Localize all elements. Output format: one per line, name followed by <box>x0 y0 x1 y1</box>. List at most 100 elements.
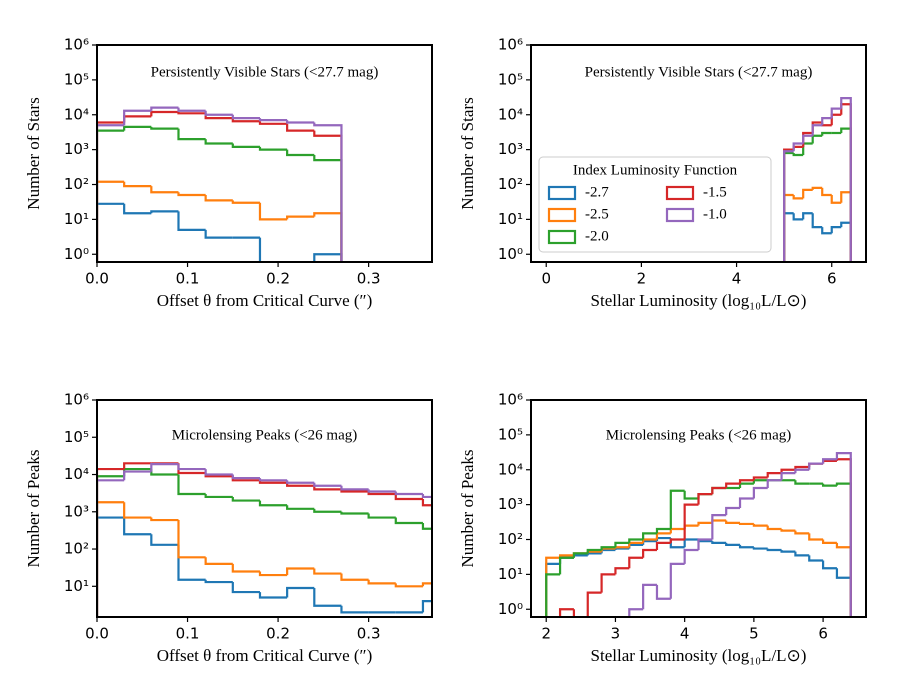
x-tick-label: 0.2 <box>266 270 290 288</box>
y-axis-label: Number of Stars <box>458 97 477 209</box>
histogram-step <box>97 202 125 262</box>
histogram-step <box>97 516 125 617</box>
x-axis-label: Offset θ from Critical Curve (″) <box>157 646 373 665</box>
histogram-step <box>150 126 179 130</box>
histogram-step <box>738 522 754 526</box>
histogram-step <box>313 568 342 575</box>
histogram-step <box>150 110 179 117</box>
histogram-step <box>642 548 657 558</box>
histogram-step <box>811 121 823 133</box>
histogram-step <box>811 213 823 229</box>
y-tick-label: 10¹ <box>64 210 89 228</box>
histogram-step <box>821 122 832 127</box>
y-axis-label: Number of Peaks <box>24 449 43 567</box>
x-tick-label: 0.0 <box>85 270 109 288</box>
histogram-step <box>313 482 342 487</box>
histogram-step <box>231 143 260 148</box>
histogram-step <box>792 213 804 221</box>
histogram-step <box>738 479 754 484</box>
histogram-step <box>97 475 125 617</box>
histogram-step <box>204 139 233 145</box>
histogram-step <box>204 195 233 202</box>
histogram-step <box>123 203 152 215</box>
y-tick-label: 10³ <box>64 140 89 158</box>
legend-swatch <box>665 207 695 223</box>
histogram-step <box>394 583 423 588</box>
histogram-step <box>711 541 727 544</box>
panel-title: Persistently Visible Stars (<27.7 mag) <box>151 64 379 80</box>
histogram-step <box>286 123 315 132</box>
histogram-step <box>600 546 616 551</box>
y-axis-label: Number of Stars <box>24 97 43 209</box>
histogram-step <box>313 122 343 262</box>
histogram-step <box>752 479 768 484</box>
histogram-step <box>231 114 260 120</box>
histogram-step <box>725 482 741 488</box>
histogram-step <box>586 591 602 617</box>
histogram-step <box>367 489 396 493</box>
y-tick-label: 10⁶ <box>64 391 89 409</box>
axes-frame <box>530 399 867 618</box>
histogram-step <box>830 195 842 204</box>
legend-label: -1.0 <box>703 206 727 222</box>
histogram-step <box>683 503 699 540</box>
panel-title: Microlensing Peaks (<26 mag) <box>606 427 792 443</box>
histogram-step <box>752 476 768 481</box>
plot-area <box>783 97 852 262</box>
histogram-step <box>231 563 260 573</box>
axes-frame <box>96 44 433 263</box>
axes-frame <box>96 399 433 618</box>
histogram-step <box>808 555 824 562</box>
y-tick-label: 10⁴ <box>498 460 523 478</box>
histogram-step <box>655 541 671 551</box>
histogram-step <box>340 511 369 515</box>
legend-swatch <box>547 207 577 223</box>
legend-label: -2.7 <box>585 184 609 200</box>
histogram-step <box>792 153 804 157</box>
y-tick-label: 10⁰ <box>64 245 89 263</box>
histogram-step <box>600 548 616 554</box>
histogram-step <box>286 480 315 484</box>
y-tick-label: 10¹ <box>64 577 89 595</box>
histogram-step <box>231 582 260 594</box>
x-tick-label: 0.0 <box>85 625 109 643</box>
histogram-step <box>792 145 804 150</box>
histogram-step <box>840 127 852 262</box>
legend-label: -2.5 <box>585 206 609 222</box>
histogram-step <box>614 541 630 548</box>
histogram-step <box>367 513 396 519</box>
histogram-step <box>204 229 233 239</box>
histogram-step <box>669 527 685 534</box>
histogram-step <box>97 121 125 262</box>
y-axis-label: Number of Peaks <box>458 449 477 567</box>
histogram-step <box>830 107 842 119</box>
histogram-step <box>177 520 206 559</box>
histogram-step <box>794 551 810 557</box>
histogram-step <box>97 124 125 262</box>
histogram-step <box>286 567 315 576</box>
histogram-step <box>738 497 754 509</box>
histogram-step <box>313 130 343 262</box>
histogram-step <box>711 519 727 523</box>
histogram-step <box>421 600 432 613</box>
histogram-step <box>811 124 823 136</box>
histogram-step <box>204 579 233 584</box>
histogram-step <box>586 552 602 556</box>
histogram-step <box>177 474 206 496</box>
histogram-step <box>614 547 630 551</box>
histogram-step <box>177 544 206 581</box>
histogram-step <box>821 459 837 464</box>
histogram-step <box>792 195 804 200</box>
histogram-step <box>780 550 796 553</box>
histogram-step <box>840 221 852 262</box>
histogram-step <box>313 588 342 607</box>
histogram-step <box>150 186 179 194</box>
x-tick-label: 4 <box>732 270 742 288</box>
histogram-step <box>821 458 837 464</box>
histogram-step <box>628 543 644 549</box>
histogram-step <box>725 520 741 524</box>
x-tick-label: 4 <box>680 625 690 643</box>
histogram-step <box>177 111 206 115</box>
histogram-step <box>258 146 288 151</box>
